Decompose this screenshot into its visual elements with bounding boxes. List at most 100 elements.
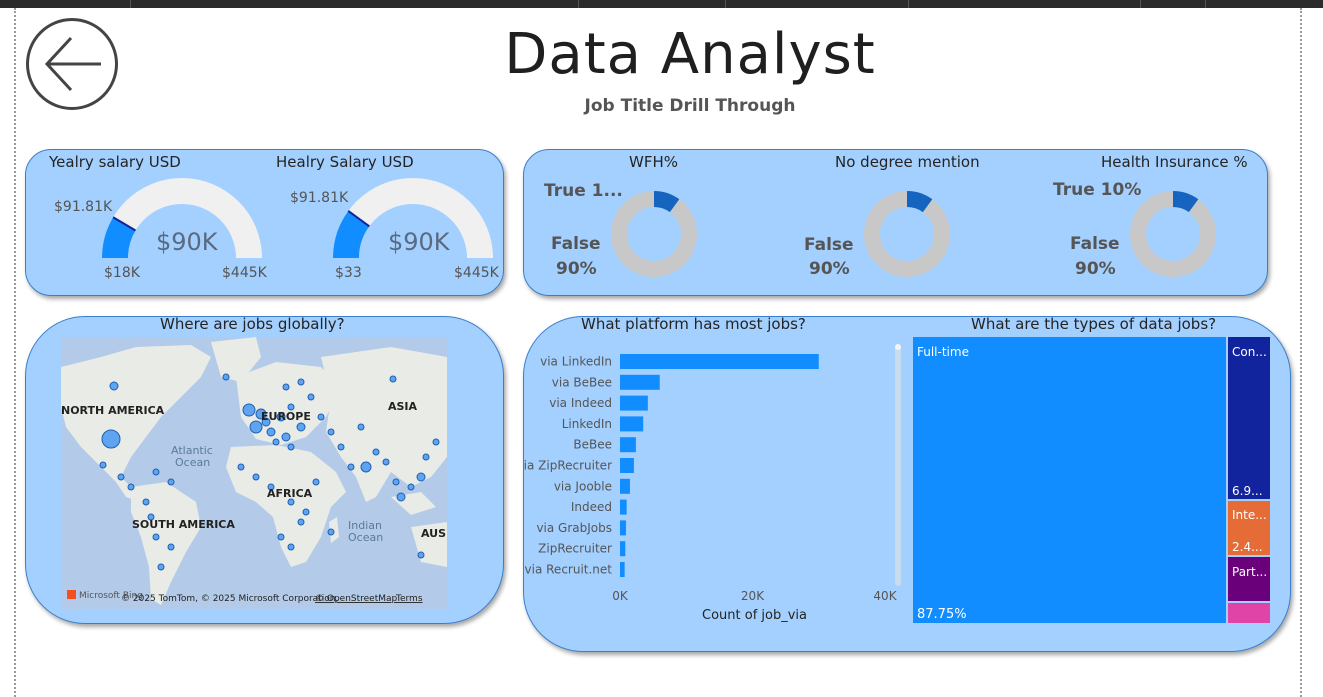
no-degree-donut-chart[interactable]	[859, 186, 955, 282]
job-location-dot[interactable]	[372, 448, 380, 456]
platform-chart-title: What platform has most jobs?	[581, 315, 806, 333]
terms-link[interactable]: Terms	[395, 594, 423, 604]
job-location-dot[interactable]	[347, 463, 355, 471]
job-location-dot[interactable]	[99, 461, 107, 469]
job-location-dot[interactable]	[277, 533, 285, 541]
treemap-internship-tile[interactable]	[1228, 501, 1270, 555]
health-insurance-donut-chart[interactable]	[1125, 186, 1221, 282]
salary-gauges-card	[25, 149, 504, 296]
job-location-dot[interactable]	[416, 472, 426, 482]
bar[interactable]	[620, 416, 644, 432]
gauge-fill	[102, 217, 136, 258]
job-location-dot[interactable]	[357, 423, 365, 431]
wfh-donut-chart[interactable]	[606, 186, 702, 282]
job-location-dot[interactable]	[382, 458, 390, 466]
job-location-dot[interactable]	[127, 483, 135, 491]
bar[interactable]	[620, 437, 636, 453]
job-location-dot[interactable]	[396, 492, 406, 502]
donut-false-segment[interactable]	[864, 191, 950, 277]
world-map[interactable]: NORTH AMERICA EUROPE ASIA AFRICA SOUTH A…	[61, 337, 447, 610]
job-location-dot[interactable]	[432, 438, 440, 446]
treemap-contractor-tile[interactable]	[1228, 337, 1270, 499]
job-location-dot[interactable]	[101, 429, 121, 449]
treemap-other-tile[interactable]	[1228, 603, 1270, 623]
yearly-salary-gauge[interactable]	[96, 172, 276, 262]
job-location-dot[interactable]	[392, 478, 400, 486]
job-location-dot[interactable]	[307, 393, 315, 401]
job-location-dot[interactable]	[287, 403, 295, 411]
donut-true-segment[interactable]	[864, 191, 950, 277]
job-location-dot[interactable]	[261, 417, 271, 427]
job-location-dot[interactable]	[237, 463, 245, 471]
bar[interactable]	[620, 520, 626, 536]
job-location-dot[interactable]	[297, 518, 305, 526]
job-location-dot[interactable]	[276, 412, 286, 422]
job-location-dot[interactable]	[317, 413, 325, 421]
job-location-dot[interactable]	[272, 438, 280, 446]
x-axis-tick-label: 40K	[873, 589, 897, 603]
treemap-fulltime-tile[interactable]	[913, 337, 1226, 623]
job-location-dot[interactable]	[327, 428, 335, 436]
hourly-salary-gauge[interactable]	[327, 172, 507, 262]
scrollbar-thumb[interactable]	[895, 344, 901, 350]
job-location-dot[interactable]	[249, 420, 263, 434]
job-location-dot[interactable]	[109, 381, 119, 391]
job-location-dot[interactable]	[281, 432, 291, 442]
bar[interactable]	[620, 541, 626, 557]
treemap-parttime-tile[interactable]	[1228, 557, 1270, 601]
openstreetmap-link[interactable]: © OpenStreetMap	[315, 594, 398, 604]
bar[interactable]	[620, 478, 630, 494]
donut-false-label: False	[551, 234, 601, 254]
job-location-dot[interactable]	[389, 375, 397, 383]
job-location-dot[interactable]	[157, 563, 165, 571]
job-location-dot[interactable]	[117, 473, 125, 481]
back-button[interactable]	[26, 18, 118, 110]
bar[interactable]	[620, 458, 634, 473]
job-location-dot[interactable]	[266, 427, 276, 437]
job-location-dot[interactable]	[152, 468, 160, 476]
job-location-dot[interactable]	[302, 508, 310, 516]
job-location-dot[interactable]	[287, 443, 295, 451]
donut-false-segment[interactable]	[1130, 191, 1216, 277]
back-arrow-icon	[44, 36, 101, 92]
donut-true-segment[interactable]	[1130, 191, 1216, 277]
job-location-dot[interactable]	[255, 408, 267, 420]
job-location-dot[interactable]	[152, 533, 160, 541]
gauge-fill	[333, 210, 370, 258]
treemap-contractor-pct: 6.9...	[1232, 484, 1263, 498]
job-location-dot[interactable]	[167, 478, 175, 486]
job-location-dot[interactable]	[147, 513, 155, 521]
job-location-dot[interactable]	[297, 378, 305, 386]
job-location-dot[interactable]	[222, 373, 230, 381]
bar[interactable]	[620, 562, 625, 577]
job-location-dot[interactable]	[337, 443, 345, 451]
bar[interactable]	[620, 374, 660, 390]
job-location-dot[interactable]	[312, 478, 320, 486]
job-location-dot[interactable]	[287, 543, 295, 551]
job-location-dot[interactable]	[167, 543, 175, 551]
job-types-treemap[interactable]: Full-time 87.75% Con... 6.9... Inte... 2…	[912, 336, 1272, 626]
gauge-target-label: $91.81K	[54, 199, 113, 215]
bar-chart-scrollbar[interactable]	[895, 344, 901, 586]
bar[interactable]	[620, 395, 648, 411]
job-location-dot[interactable]	[407, 483, 415, 491]
donut-false-pct: 90%	[556, 259, 597, 279]
donut-true-segment[interactable]	[611, 191, 697, 277]
job-location-dot[interactable]	[327, 528, 335, 536]
job-location-dot[interactable]	[422, 453, 430, 461]
job-location-dot[interactable]	[282, 383, 290, 391]
bar[interactable]	[620, 499, 627, 515]
job-location-dot[interactable]	[287, 498, 295, 506]
job-location-dot[interactable]	[242, 403, 256, 417]
job-location-dot[interactable]	[267, 483, 275, 491]
job-location-dot[interactable]	[296, 422, 306, 432]
job-location-dot[interactable]	[252, 473, 260, 481]
job-location-dot[interactable]	[142, 498, 150, 506]
bar-category-label: ZipRecruiter	[538, 542, 612, 556]
platform-bar-chart[interactable]: via LinkedIn via BeBee via Indeed LinkedIn B…	[523, 340, 903, 630]
map-label-europe: EUROPE	[261, 410, 311, 423]
bar[interactable]	[620, 354, 819, 369]
job-location-dot[interactable]	[360, 461, 372, 473]
job-location-dot[interactable]	[417, 551, 425, 559]
donut-false-segment[interactable]	[611, 191, 697, 277]
